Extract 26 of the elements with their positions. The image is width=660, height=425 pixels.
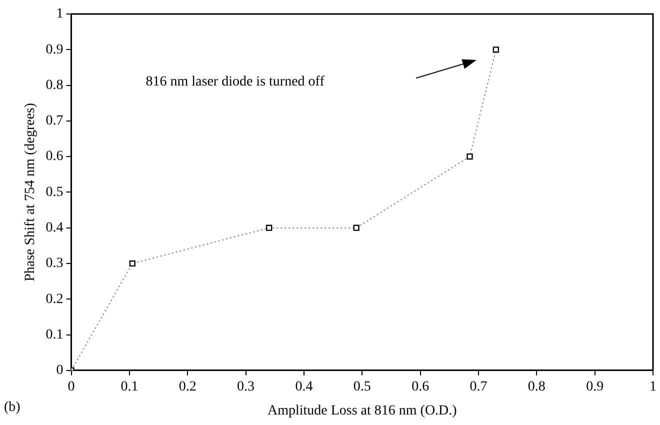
y-tick-label: 0.8 bbox=[46, 78, 64, 93]
y-tick-label: 0.9 bbox=[46, 42, 64, 58]
y-tick-label: 0.4 bbox=[46, 220, 64, 236]
x-tick-label: 0.3 bbox=[237, 379, 255, 394]
annotation: 816 nm laser diode is turned off bbox=[146, 74, 325, 90]
x-tick-label: 0.8 bbox=[528, 379, 546, 394]
y-tick-label: 0.6 bbox=[46, 149, 64, 164]
x-tick-label: 1 bbox=[650, 379, 656, 394]
x-tick-label: 0.2 bbox=[178, 379, 196, 394]
y-axis-title: Phase Shift at 754 nm (degrees) bbox=[23, 102, 38, 282]
y-tick-label: 1 bbox=[56, 6, 64, 22]
x-tick-label: 0.5 bbox=[353, 379, 371, 394]
x-tick-label: 0.6 bbox=[412, 379, 430, 394]
y-tick-label: 0.3 bbox=[46, 256, 64, 272]
y-tick-label: 0.2 bbox=[46, 292, 64, 307]
x-tick-label: 0.7 bbox=[470, 379, 488, 394]
y-tick-label: 0.5 bbox=[46, 184, 64, 200]
text: (b) bbox=[4, 400, 21, 416]
x-axis-title: Amplitude Loss at 816 nm (O.D.) bbox=[267, 403, 458, 418]
x-tick-label: 0 bbox=[68, 379, 75, 394]
y-tick-label: 0.7 bbox=[46, 114, 64, 129]
y-tick-label: 0 bbox=[56, 363, 64, 378]
x-tick-label: 0.4 bbox=[295, 379, 313, 394]
y-tick-label: 0.1 bbox=[46, 327, 64, 342]
x-tick-label: 0.1 bbox=[120, 379, 138, 394]
x-tick-label: 0.9 bbox=[586, 379, 604, 394]
